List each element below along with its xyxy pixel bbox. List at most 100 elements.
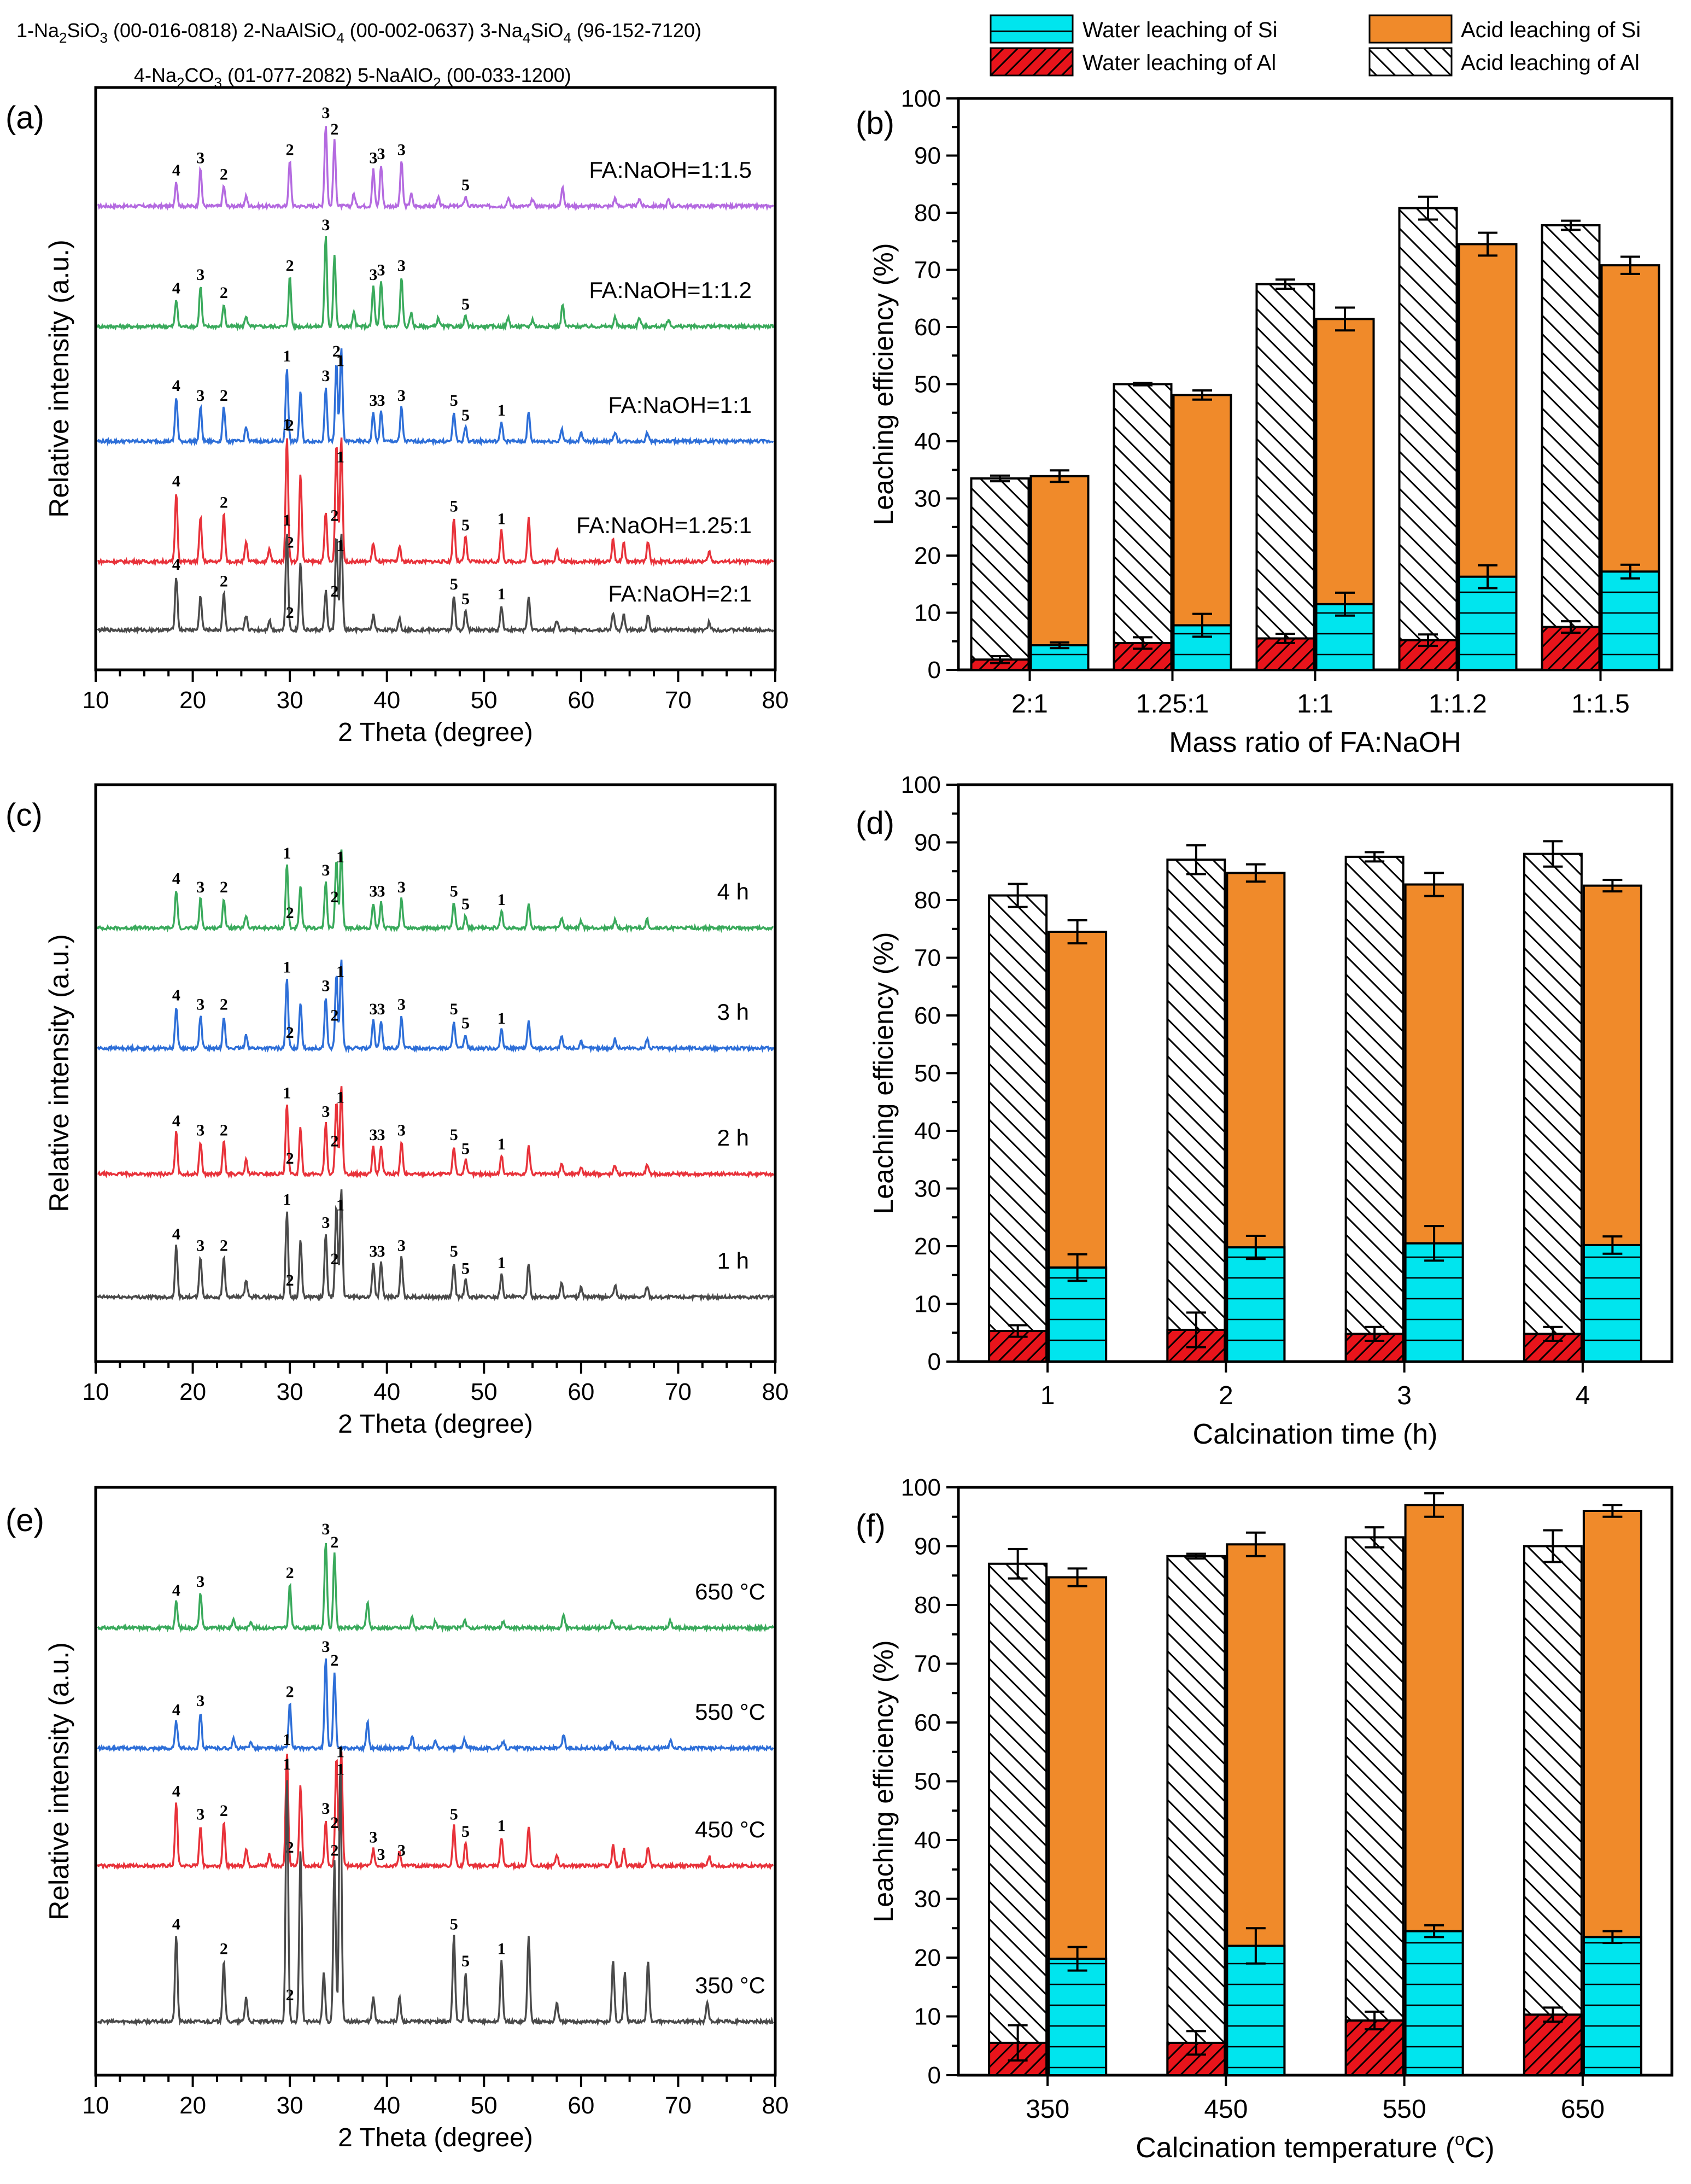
legend-swatch-acid-al <box>1368 47 1453 77</box>
panel-letter: (a) <box>5 100 44 136</box>
bar-acid-al <box>1523 852 1583 1363</box>
peak-label: 1 <box>283 1084 291 1102</box>
peak-label: 4 <box>172 1112 180 1130</box>
xrd-panel: 10 20 30 40 50 60 70 80 2 Theta (degree) Relative… <box>44 783 789 1439</box>
bar-water-si <box>1458 575 1518 671</box>
y-tick-label: 10 <box>914 2004 941 2030</box>
peak-label: 3 <box>369 883 377 901</box>
x-tick-label: 70 <box>665 1379 692 1405</box>
y-tick-label: 100 <box>901 85 941 112</box>
peak-label: 2 <box>286 1024 294 1042</box>
x-tick-label: 80 <box>762 1379 789 1405</box>
peak-label: 2 <box>220 494 228 512</box>
y-tick-label: 40 <box>914 1118 941 1144</box>
bar-water-si <box>1582 1243 1642 1363</box>
bar-acid-al <box>1398 207 1458 671</box>
peak-label: 3 <box>377 261 385 279</box>
xrd-series-line <box>97 959 775 1054</box>
peak-label: 1 <box>498 1817 506 1835</box>
x-tick-label: 30 <box>277 1379 303 1405</box>
y-tick-label: 70 <box>914 257 941 284</box>
peak-label: 3 <box>377 1242 385 1260</box>
panel-letter: (b) <box>856 106 894 141</box>
y-tick-label: 80 <box>914 1592 941 1619</box>
peak-label: 3 <box>196 387 204 405</box>
peak-label: 3 <box>369 1242 377 1260</box>
peak-label: 3 <box>397 1842 406 1860</box>
y-axis-label: Leaching efficiency (%) <box>868 932 899 1214</box>
y-tick-label: 20 <box>914 1233 941 1260</box>
bar-acid-al <box>988 894 1048 1363</box>
y-tick-label: 40 <box>914 1827 941 1854</box>
phase-legend: 1-Na2SiO3 (00-016-0818) 2-NaAlSiO4 (00-0… <box>16 19 701 91</box>
bar-panel: 0 10 20 30 40 50 60 70 80 90 100 Leaching efficienc… <box>868 85 1674 758</box>
series-label: 3 h <box>717 999 749 1025</box>
peak-label: 3 <box>377 1000 385 1018</box>
xrd-series-line <box>97 1189 775 1303</box>
x-tick-label: 50 <box>471 2092 498 2119</box>
peak-label: 5 <box>461 176 470 194</box>
series-label: FA:NaOH=1:1.5 <box>589 157 752 183</box>
panel-letter: (f) <box>856 1508 886 1544</box>
legend-label-acid-si: Acid leaching of Si <box>1461 18 1641 42</box>
bar-water-si <box>1048 1958 1108 2076</box>
series-label: 650 °C <box>695 1579 765 1604</box>
peak-label: 3 <box>369 1000 377 1018</box>
peak-label: 4 <box>172 1701 180 1719</box>
y-tick-label: 30 <box>914 1176 941 1202</box>
x-tick-label: 450 <box>1204 2095 1248 2124</box>
peak-label: 1 <box>336 1196 344 1214</box>
peak-label: 2 <box>330 506 338 524</box>
peak-label: 5 <box>461 1952 470 1970</box>
peak-label: 3 <box>196 1692 204 1710</box>
phase-legend-line-2: 4-Na2CO3 (01-077-2082) 5-NaAlO2 (00-033-… <box>134 64 571 91</box>
y-tick-label: 50 <box>914 1060 941 1087</box>
x-tick-label: 550 <box>1383 2095 1426 2124</box>
peak-label: 1 <box>336 848 344 866</box>
bar-acid-al <box>1344 1536 1405 2076</box>
legend-label-water-al: Water leaching of Al <box>1083 51 1276 75</box>
legend-swatch-water-si <box>990 14 1074 44</box>
x-tick-label: 4 <box>1576 1381 1590 1410</box>
peak-label: 5 <box>450 1916 458 1934</box>
xrd-series-line <box>96 236 775 332</box>
y-axis-label: Relative intensity (a.u.) <box>44 934 74 1212</box>
peak-label: 1 <box>283 844 291 862</box>
peak-label: 3 <box>196 878 204 896</box>
y-tick-label: 100 <box>901 772 941 798</box>
xrd-series-line <box>97 1543 774 1633</box>
peak-label: 4 <box>172 869 180 887</box>
bar-water-si <box>1226 1944 1286 2076</box>
x-tick-label: 10 <box>83 1379 109 1405</box>
series-label: 2 h <box>717 1125 749 1151</box>
xrd-series-line <box>97 1086 774 1179</box>
peak-label: 4 <box>172 377 180 395</box>
y-tick-label: 70 <box>914 1651 941 1678</box>
peak-label: 1 <box>336 1743 344 1761</box>
bar-acid-al <box>1166 1555 1226 2076</box>
y-axis-label: Leaching efficiency (%) <box>868 1640 899 1922</box>
peak-label: 1 <box>498 1009 506 1027</box>
panel-letter: (d) <box>856 805 894 841</box>
peak-label: 2 <box>220 996 228 1014</box>
peak-label: 1 <box>336 1088 344 1106</box>
bar-water-si <box>1029 644 1090 671</box>
y-tick-label: 50 <box>914 371 941 398</box>
peak-label: 4 <box>172 1783 180 1801</box>
bar-acid-al <box>988 1562 1048 2076</box>
peak-label: 3 <box>196 1573 204 1591</box>
x-tick-label: 60 <box>567 2092 594 2119</box>
plot-frame <box>94 783 777 1363</box>
bar-acid-al <box>1541 224 1601 671</box>
bar-acid-si <box>1029 475 1090 671</box>
peak-label: 3 <box>369 1829 377 1847</box>
peak-label: 2 <box>286 1564 294 1582</box>
peak-label: 3 <box>196 1806 204 1824</box>
y-tick-label: 50 <box>914 1768 941 1795</box>
y-tick-label: 80 <box>914 200 941 226</box>
bar-water-si <box>1404 1930 1464 2076</box>
peak-label: 2 <box>286 1986 294 2004</box>
x-tick-label: 1 <box>1040 1381 1055 1410</box>
peak-label: 2 <box>330 1006 338 1024</box>
